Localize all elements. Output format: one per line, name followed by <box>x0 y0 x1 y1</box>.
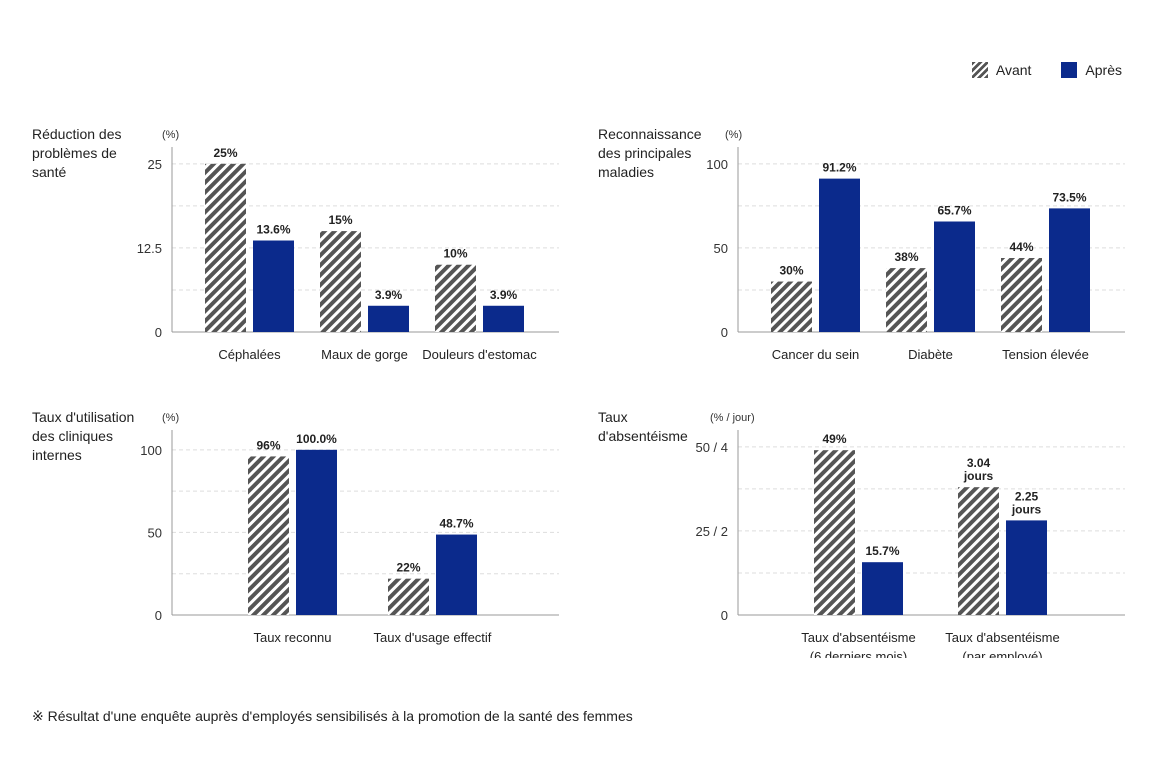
data-label: jours <box>1011 502 1042 516</box>
data-label: 44% <box>1009 240 1033 254</box>
category-label: (par employé) <box>962 649 1042 658</box>
chart-title: Taux d'absentéisme <box>598 409 688 444</box>
data-label: 13.6% <box>256 223 290 237</box>
data-label: 49% <box>822 432 846 446</box>
bar-before <box>388 578 429 615</box>
data-label: 10% <box>443 247 467 261</box>
y-tick-label: 0 <box>155 325 162 340</box>
y-tick-label: 50 <box>714 241 728 256</box>
category-label: Taux d'absentéisme <box>945 630 1060 645</box>
bar-after <box>1006 520 1047 615</box>
legend-label-before: Avant <box>995 62 1032 78</box>
category-label: Douleurs d'estomac <box>422 347 537 362</box>
bar-before <box>1001 258 1042 332</box>
chart-unit: (% / jour) <box>710 412 755 424</box>
chart-title: Réduction des problèmes de santé <box>32 126 122 180</box>
category-label: Diabète <box>908 347 953 362</box>
data-label: 3.04 <box>967 456 991 470</box>
chart-svg: 0 25 / 2 50 / 4 49% 15.7% Taux d'absentéisme (… <box>695 430 1125 658</box>
category-label: Maux de gorge <box>321 347 408 362</box>
y-tick-label: 50 / 4 <box>695 440 728 455</box>
bar-before <box>886 268 927 332</box>
bar-before <box>320 231 361 332</box>
data-label: 38% <box>894 250 918 264</box>
data-label: 65.7% <box>937 204 971 218</box>
legend-item-before: Avant <box>971 62 1032 78</box>
y-tick-label: 0 <box>721 325 728 340</box>
category-label: Taux reconnu <box>253 630 331 645</box>
data-label: 3.9% <box>375 288 403 302</box>
data-label: 48.7% <box>439 517 473 531</box>
bar-after <box>368 305 409 332</box>
chart-disease-awareness: 0 50 100 30% 91.2% Cancer du sein 38% 65.7% Diab… <box>598 125 1156 375</box>
data-label: 15.7% <box>865 544 899 558</box>
bar-after <box>436 534 477 615</box>
legend: Avant Après <box>971 62 1122 78</box>
y-tick-label: 12.5 <box>137 241 162 256</box>
data-label: 30% <box>779 264 803 278</box>
bar-after <box>862 562 903 615</box>
chart-svg: 0 50 100 30% 91.2% Cancer du sein 38% 65.7% Diab… <box>706 147 1125 362</box>
data-label: 25% <box>213 146 237 160</box>
category-label: Taux d'absentéisme <box>801 630 916 645</box>
data-label: 3.9% <box>490 288 518 302</box>
y-tick-label: 25 / 2 <box>695 524 728 539</box>
data-label: 15% <box>328 213 352 227</box>
category-label: Taux d'usage effectif <box>374 630 492 645</box>
y-tick-label: 100 <box>140 443 162 458</box>
data-label: 100.0% <box>296 432 337 446</box>
data-label: 22% <box>396 561 420 575</box>
data-label: jours <box>963 469 994 483</box>
bar-after <box>253 240 294 332</box>
bar-before <box>958 487 999 615</box>
chart-unit: (%) <box>162 129 180 141</box>
y-tick-label: 50 <box>148 525 162 540</box>
chart-svg: 0 50 100 96% 100.0% Taux reconnu 22% 48.7% Taux … <box>140 430 559 645</box>
chart-unit: (%) <box>162 412 180 424</box>
hatch-swatch-icon <box>971 62 988 78</box>
bar-after <box>934 221 975 332</box>
bar-before <box>248 456 289 615</box>
category-label: Céphalées <box>218 347 281 362</box>
chart-svg: 0 12.5 25 25% 13.6% Céphalées 15% 3.9% Maux de g… <box>137 146 559 362</box>
bar-after <box>483 305 524 332</box>
data-label: 96% <box>256 438 280 452</box>
legend-item-after: Après <box>1061 62 1122 78</box>
data-label: 91.2% <box>822 161 856 175</box>
bar-after <box>296 449 337 615</box>
chart-health-problems: 0 12.5 25 25% 13.6% Céphalées 15% 3.9% Maux de g… <box>32 125 592 375</box>
bar-before <box>205 163 246 332</box>
y-tick-label: 0 <box>721 608 728 623</box>
chart-absenteeism: 0 25 / 2 50 / 4 49% 15.7% Taux d'absentéisme (… <box>598 408 1156 658</box>
data-label: 73.5% <box>1052 190 1086 204</box>
y-tick-label: 0 <box>155 608 162 623</box>
bar-after <box>1049 208 1090 332</box>
category-label: Tension élevée <box>1002 347 1089 362</box>
legend-label-after: Après <box>1085 62 1122 78</box>
y-tick-label: 25 <box>148 157 162 172</box>
footnote: ※ Résultat d'une enquête auprès d'employ… <box>32 708 633 724</box>
bar-after <box>819 178 860 332</box>
chart-clinic-usage: 0 50 100 96% 100.0% Taux reconnu 22% 48.7% Taux … <box>32 408 592 658</box>
category-label: Cancer du sein <box>772 347 859 362</box>
chart-title: Taux d'utilisation des cliniques interne… <box>32 409 135 463</box>
bar-before <box>435 264 476 332</box>
bar-before <box>814 450 855 615</box>
category-label: (6 derniers mois) <box>810 649 908 658</box>
solid-swatch-icon <box>1061 62 1078 78</box>
chart-title: Reconnaissance des principales maladies <box>598 126 702 180</box>
y-tick-label: 100 <box>706 157 728 172</box>
bar-before <box>771 281 812 332</box>
chart-unit: (%) <box>725 129 743 141</box>
data-label: 2.25 <box>1015 489 1039 503</box>
